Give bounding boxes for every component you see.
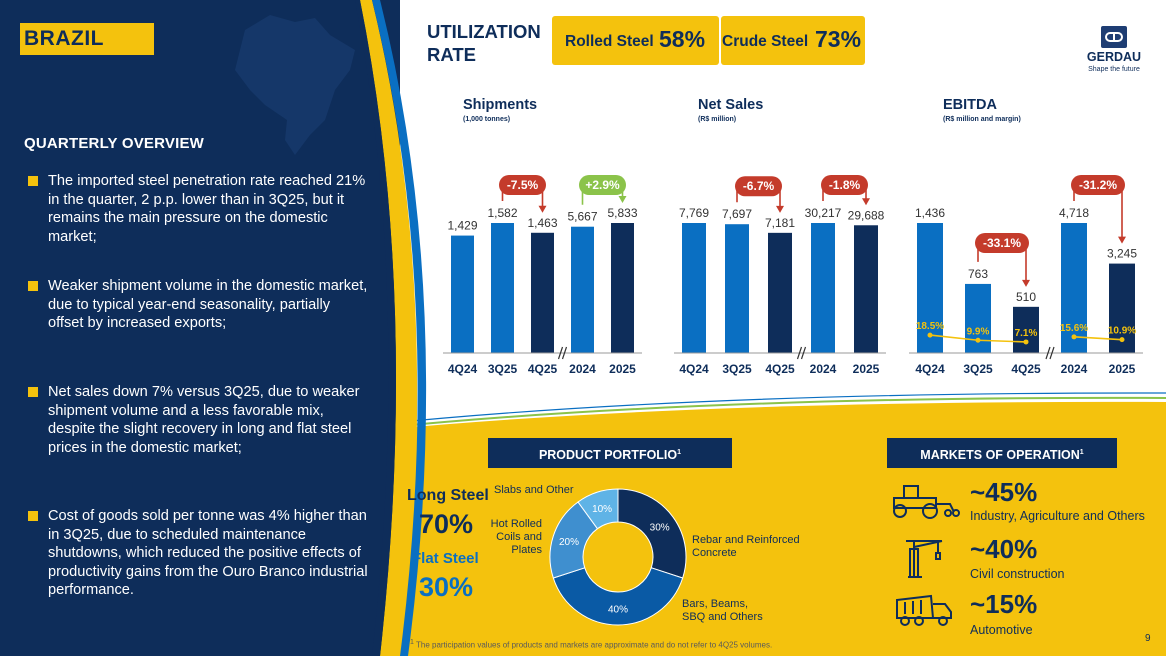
category-tick-label: 3Q25 [963,362,993,376]
flat-steel-value: 30% [419,572,473,603]
margin-label: 10.9% [1108,326,1136,337]
category-tick-label: 4Q24 [915,362,945,376]
margin-point [1024,339,1029,344]
bar [682,223,706,353]
bar-value-label: 1,429 [447,219,477,233]
flat-steel-label: Flat Steel [412,550,479,567]
arrow-down-icon [862,198,870,205]
market-label-industry: Industry, Agriculture and Others [970,509,1145,523]
arrow-down-icon [1022,280,1030,287]
footnote: 1 The participation values of products a… [410,639,772,650]
slice-label-slabs: Slabs and Other [494,484,574,497]
margin-point [1072,334,1077,339]
category-tick-label: 2024 [569,362,596,376]
margin-point [1120,337,1125,342]
slice-label-bars-beams: Bars, Beams, SBQ and Others [682,598,772,624]
market-pct-industry: ~45% [970,477,1037,508]
change-badge-text: -33.1% [983,236,1021,250]
crane-icon [902,535,948,579]
bar [531,233,554,353]
footnote-text: The participation values of products and… [416,641,772,650]
bar-value-label: 763 [968,267,988,281]
footnote-marker: 1 [677,449,681,456]
category-tick-label: 2024 [810,362,837,376]
bar-value-label: 7,769 [679,206,709,220]
arrow-down-icon [539,206,547,213]
margin-label: 9.9% [967,326,990,337]
category-tick-label: 2025 [609,362,636,376]
markets-header: MARKETS OF OPERATION1 [887,438,1117,468]
market-label-construction: Civil construction [970,567,1064,581]
margin-point [976,338,981,343]
product-portfolio-header: PRODUCT PORTFOLIO1 [488,438,732,468]
change-badge-text: +2.9% [585,178,620,192]
bar-value-label: 1,463 [527,216,557,230]
change-badge-text: -7.5% [507,178,539,192]
bar-value-label: 7,181 [765,216,795,230]
bar-value-label: 5,833 [607,206,637,220]
arrow-down-icon [619,196,627,203]
bar [854,225,878,353]
bar [725,224,749,353]
change-badge-text: -31.2% [1079,178,1117,192]
bar [611,223,634,353]
footnote-marker: 1 [410,639,414,646]
change-badge-text: -1.8% [829,178,861,192]
tractor-icon [890,480,960,520]
bullet-square-icon [28,511,38,521]
arrow-down-icon [1118,237,1126,244]
category-tick-label: 3Q25 [722,362,752,376]
bar-value-label: 3,245 [1107,247,1137,261]
long-steel-label: Long Steel [407,487,489,505]
footnote-marker: 1 [1080,449,1084,456]
truck-icon [893,590,955,630]
bar-value-label: 4,718 [1059,206,1089,220]
market-label-automotive: Automotive [970,623,1033,637]
margin-point [928,333,933,338]
long-steel-value: 70% [419,509,473,540]
arrow-down-icon [776,206,784,213]
category-tick-label: 4Q25 [765,362,795,376]
bar [811,223,835,353]
category-tick-label: 4Q25 [1011,362,1041,376]
category-tick-label: 4Q24 [448,362,478,376]
bar-value-label: 30,217 [805,206,842,220]
bar [571,227,594,353]
bar [451,236,474,353]
slice-label-rebar: Rebar and Reinforced Concrete [692,534,812,560]
category-tick-label: 2025 [853,362,880,376]
category-tick-label: 4Q25 [528,362,558,376]
bar [768,233,792,353]
bar-value-label: 510 [1016,290,1036,304]
category-tick-label: 2024 [1061,362,1088,376]
bar-value-label: 1,582 [487,206,517,220]
category-tick-label: 2025 [1109,362,1136,376]
category-tick-label: 3Q25 [488,362,518,376]
markets-header-text: MARKETS OF OPERATION [920,448,1080,462]
bar [491,223,514,353]
market-pct-construction: ~40% [970,534,1037,565]
slide: BRAZIL QUARTERLY OVERVIEW The imported s… [0,0,1166,656]
page-number: 9 [1145,633,1151,644]
bullet-text: Cost of goods sold per tonne was 4% high… [48,507,368,600]
slice-label-hot-rolled: Hot Rolled Coils and Plates [486,518,542,557]
bar-charts: 1,429 4Q24 1,582 3Q25 1,463 4Q25 5,667 2024 5,83… [0,0,1166,400]
bar-value-label: 5,667 [567,210,597,224]
bar-value-label: 1,436 [915,206,945,220]
margin-label: 18.5% [916,321,944,332]
margin-label: 15.6% [1060,323,1088,334]
bar-value-label: 7,697 [722,207,752,221]
bar-value-label: 29,688 [848,208,885,222]
market-pct-automotive: ~15% [970,589,1037,620]
margin-label: 7.1% [1015,328,1038,339]
change-badge-text: -6.7% [743,179,775,193]
category-tick-label: 4Q24 [679,362,709,376]
product-portfolio-header-text: PRODUCT PORTFOLIO [539,448,677,462]
